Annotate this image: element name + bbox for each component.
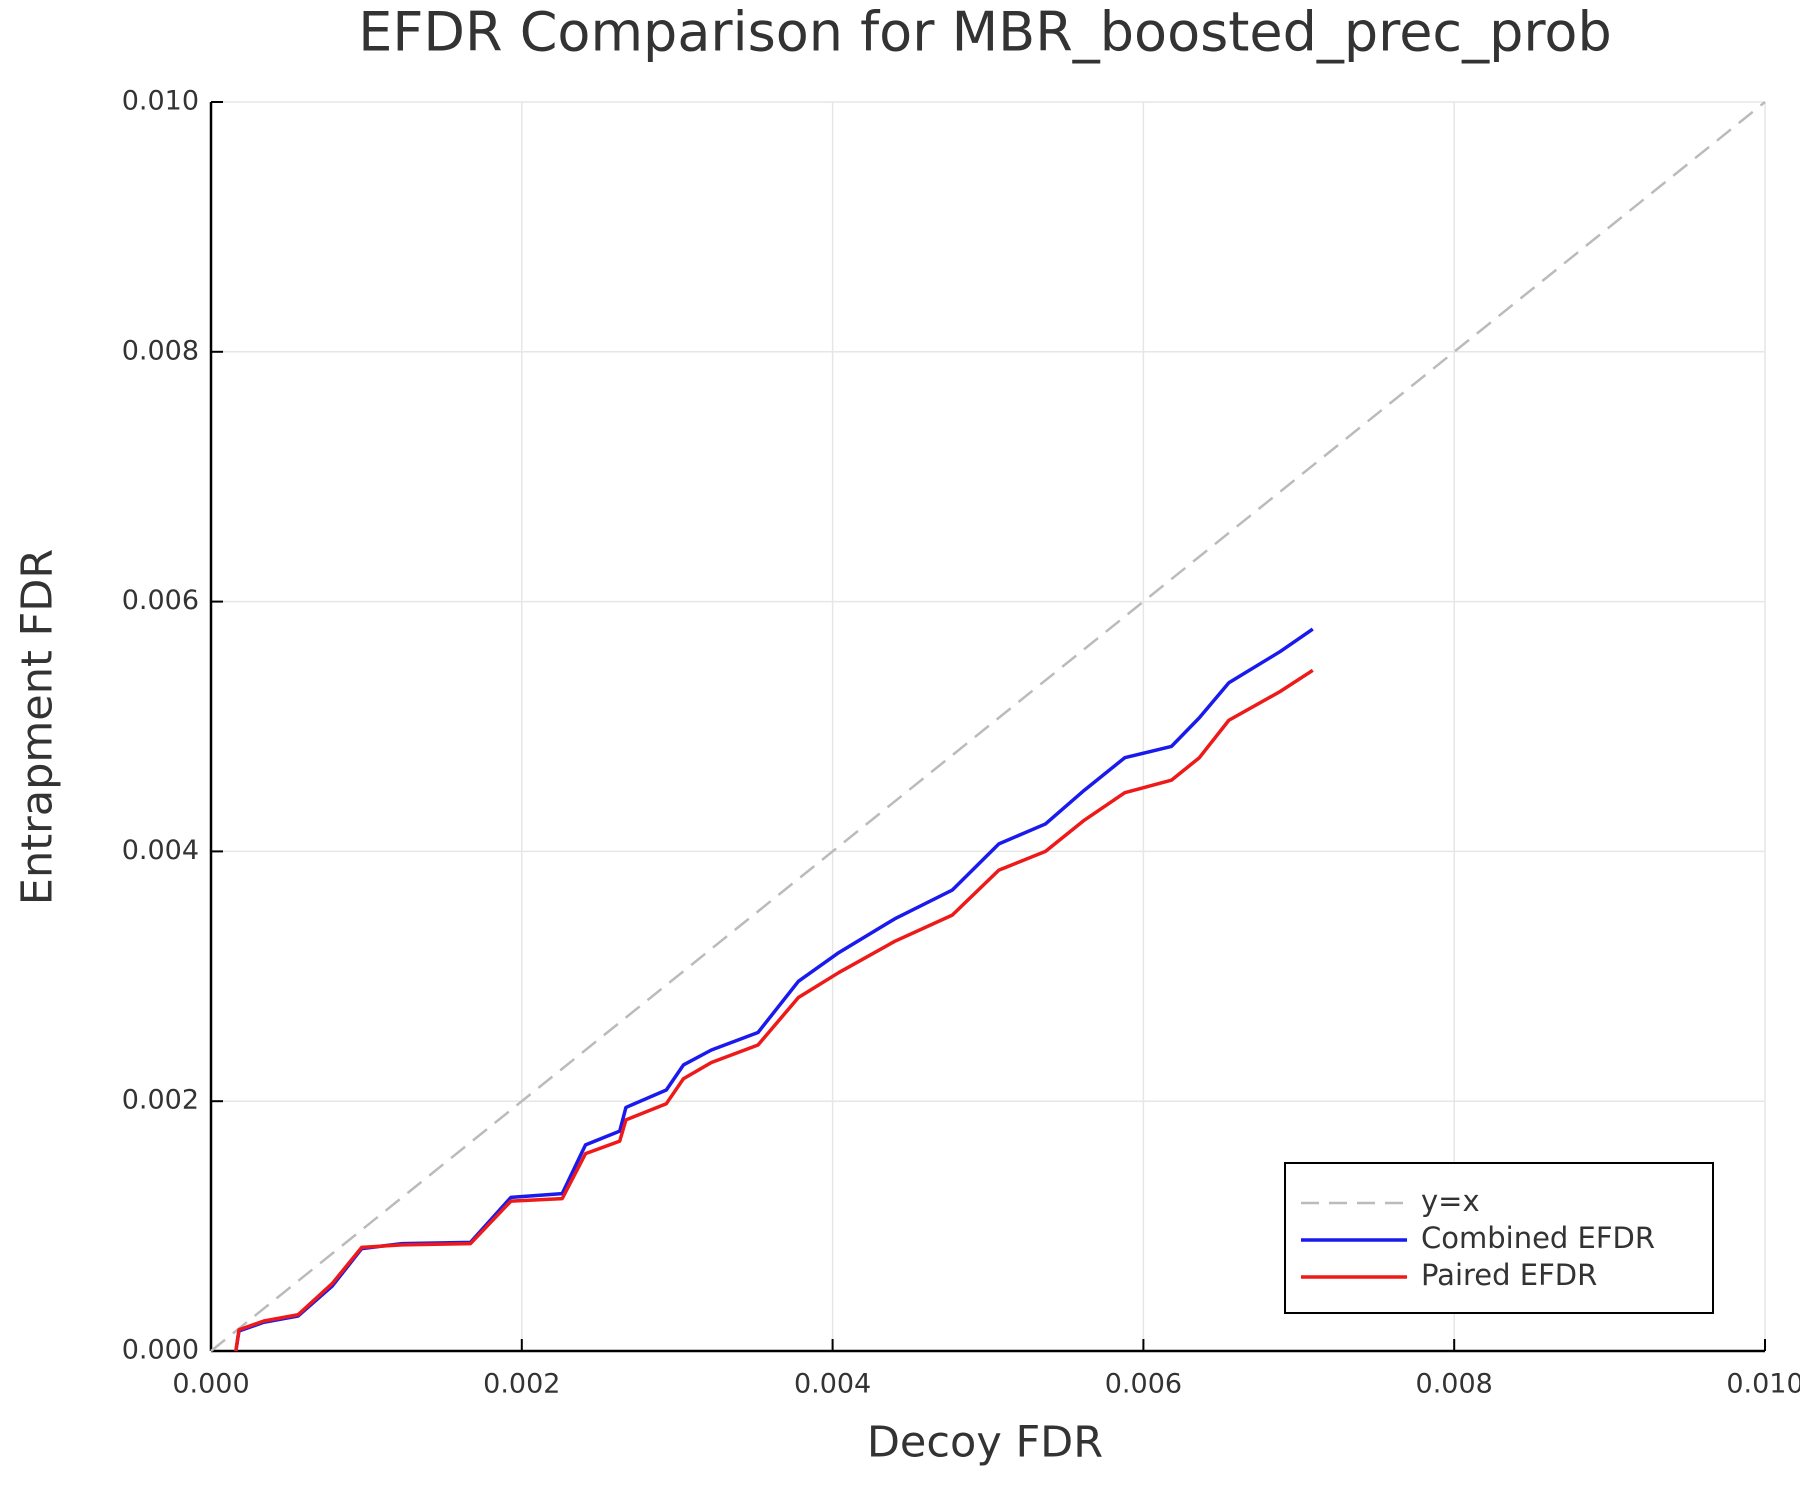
series-line xyxy=(234,627,1314,1352)
chart-title: EFDR Comparison for MBR_boosted_prec_pro… xyxy=(358,1,1611,64)
y-tick-label: 0.002 xyxy=(122,1085,199,1116)
legend-label: y=x xyxy=(1421,1184,1480,1218)
y-tick-label: 0.010 xyxy=(122,86,199,117)
x-tick-label: 0.004 xyxy=(794,1369,871,1400)
series-line xyxy=(234,668,1314,1352)
y-tick-label: 0.000 xyxy=(122,1335,199,1366)
legend-label: Combined EFDR xyxy=(1421,1221,1655,1255)
y-axis-label: Entrapment FDR xyxy=(13,549,63,905)
series-line xyxy=(210,101,1766,1352)
y-tick-label: 0.008 xyxy=(122,335,199,366)
x-tick-label: 0.008 xyxy=(1416,1369,1493,1400)
x-tick-label: 0.010 xyxy=(1726,1369,1800,1400)
y-tick-label: 0.006 xyxy=(122,585,199,616)
y-tick-label: 0.004 xyxy=(122,835,199,866)
x-axis-label: Decoy FDR xyxy=(867,1418,1103,1468)
legend-box xyxy=(1284,1162,1714,1314)
x-tick-label: 0.002 xyxy=(483,1369,560,1400)
x-tick-label: 0.006 xyxy=(1105,1369,1182,1400)
legend-label: Paired EFDR xyxy=(1421,1258,1597,1292)
x-tick-label: 0.000 xyxy=(172,1369,249,1400)
